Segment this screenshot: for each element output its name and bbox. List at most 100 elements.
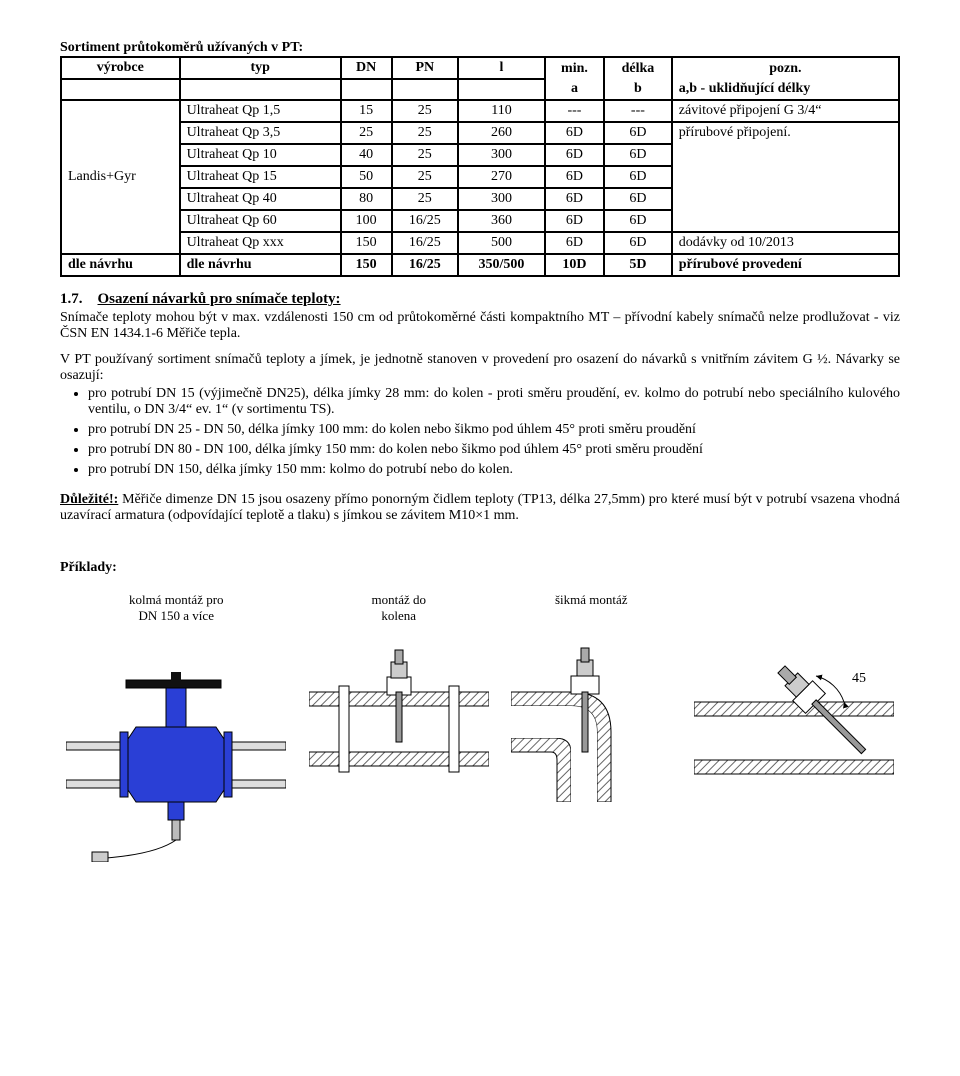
figures-row: kolmá montáž proDN 150 a více montáž dok… bbox=[60, 592, 900, 862]
note-cell: závitové připojení G 3/4“ bbox=[672, 100, 899, 122]
bullet-item: pro potrubí DN 15 (výjimečně DN25), délk… bbox=[88, 386, 900, 418]
cell: 40 bbox=[341, 144, 392, 166]
table-caption: Sortiment průtokoměrů užívaných v PT: bbox=[60, 40, 900, 56]
bullet-item: pro potrubí DN 80 - DN 100, délka jímky … bbox=[88, 442, 900, 458]
figure-sikma-elbow: šikmá montáž bbox=[511, 592, 671, 802]
table-footer-row: dle návrhudle návrhu15016/25350/50010D5D… bbox=[61, 254, 899, 276]
cell: --- bbox=[545, 100, 604, 122]
th-empty1 bbox=[61, 79, 180, 100]
cell: 6D bbox=[545, 232, 604, 254]
footer-cell: dle návrhu bbox=[180, 254, 341, 276]
diagram-angled-icon: 45 bbox=[694, 632, 894, 802]
cell: 6D bbox=[604, 188, 672, 210]
cell: 6D bbox=[604, 122, 672, 144]
cell: 6D bbox=[604, 166, 672, 188]
cell: 16/25 bbox=[392, 210, 459, 232]
cell: 260 bbox=[458, 122, 545, 144]
cell: 6D bbox=[545, 188, 604, 210]
figure-caption-1: kolmá montáž proDN 150 a více bbox=[129, 592, 224, 624]
footer-cell: přírubové provedení bbox=[672, 254, 899, 276]
th-pn: PN bbox=[392, 57, 459, 79]
cell: Ultraheat Qp 60 bbox=[180, 210, 341, 232]
table-row: Ultraheat Qp xxx15016/255006D6Ddodávky o… bbox=[61, 232, 899, 254]
examples-label: Příklady: bbox=[60, 560, 900, 576]
cell: 25 bbox=[392, 188, 459, 210]
th-b: b bbox=[604, 79, 672, 100]
note-cell: přírubové připojení. bbox=[672, 122, 899, 232]
cell: 100 bbox=[341, 210, 392, 232]
cell: 25 bbox=[392, 100, 459, 122]
footer-cell: 5D bbox=[604, 254, 672, 276]
cell: 6D bbox=[604, 232, 672, 254]
cell: 25 bbox=[392, 166, 459, 188]
th-empty5 bbox=[458, 79, 545, 100]
figure-caption-2: montáž dokolena bbox=[371, 592, 426, 624]
figure-caption-4 bbox=[792, 592, 795, 624]
cell: 110 bbox=[458, 100, 545, 122]
bullet-list: pro potrubí DN 15 (výjimečně DN25), délk… bbox=[88, 386, 900, 478]
cell: 6D bbox=[545, 144, 604, 166]
figure-kolma-montaz: kolmá montáž proDN 150 a více bbox=[66, 592, 286, 862]
cell: 6D bbox=[545, 166, 604, 188]
figure-sikma-45: 45 bbox=[694, 592, 894, 802]
section-1-7-p2: V PT používaný sortiment snímačů teploty… bbox=[60, 352, 900, 384]
cell: 150 bbox=[341, 232, 392, 254]
cell: 25 bbox=[392, 122, 459, 144]
important-text: Měřiče dimenze DN 15 jsou osazeny přímo … bbox=[60, 492, 900, 523]
footer-cell: dle návrhu bbox=[61, 254, 180, 276]
cell: 270 bbox=[458, 166, 545, 188]
important-note: Důležité!: Měřiče dimenze DN 15 jsou osa… bbox=[60, 492, 900, 524]
cell: --- bbox=[604, 100, 672, 122]
cell: 80 bbox=[341, 188, 392, 210]
table-body: Landis+GyrUltraheat Qp 1,51525110------z… bbox=[61, 100, 899, 276]
cell: 6D bbox=[604, 144, 672, 166]
cell: 6D bbox=[545, 210, 604, 232]
footer-cell: 16/25 bbox=[392, 254, 459, 276]
th-vyrobce: výrobce bbox=[61, 57, 180, 79]
cell: 360 bbox=[458, 210, 545, 232]
flowmeter-table: výrobce typ DN PN l min. délka pozn. a b… bbox=[60, 56, 900, 277]
th-typ: typ bbox=[180, 57, 341, 79]
cell: 300 bbox=[458, 188, 545, 210]
cell: Ultraheat Qp 3,5 bbox=[180, 122, 341, 144]
th-empty4 bbox=[392, 79, 459, 100]
th-pozn: pozn. bbox=[672, 57, 899, 79]
table-row: Landis+GyrUltraheat Qp 1,51525110------z… bbox=[61, 100, 899, 122]
th-empty2 bbox=[180, 79, 341, 100]
section-title: Osazení návarků pro snímače teploty: bbox=[98, 291, 341, 307]
th-dn: DN bbox=[341, 57, 392, 79]
note-cell: dodávky od 10/2013 bbox=[672, 232, 899, 254]
th-subnote: a,b - uklidňující délky bbox=[672, 79, 899, 100]
vendor-cell: Landis+Gyr bbox=[61, 100, 180, 254]
th-a: a bbox=[545, 79, 604, 100]
cell: Ultraheat Qp 1,5 bbox=[180, 100, 341, 122]
cell: Ultraheat Qp xxx bbox=[180, 232, 341, 254]
th-delka: délka bbox=[604, 57, 672, 79]
th-empty3 bbox=[341, 79, 392, 100]
table-subheader-row: a b a,b - uklidňující délky bbox=[61, 79, 899, 100]
cell: Ultraheat Qp 10 bbox=[180, 144, 341, 166]
figure-caption-3: šikmá montáž bbox=[555, 592, 628, 624]
diagram-valve-icon bbox=[66, 632, 286, 862]
cell: 500 bbox=[458, 232, 545, 254]
bullet-item: pro potrubí DN 25 - DN 50, délka jímky 1… bbox=[88, 422, 900, 438]
bullet-item: pro potrubí DN 150, délka jímky 150 mm: … bbox=[88, 462, 900, 478]
section-number: 1.7. bbox=[60, 291, 83, 307]
table-row: Ultraheat Qp 3,525252606D6Dpřírubové při… bbox=[61, 122, 899, 144]
section-1-7-heading: 1.7. Osazení návarků pro snímače teploty… bbox=[60, 291, 900, 308]
cell: 25 bbox=[392, 144, 459, 166]
cell: 6D bbox=[604, 210, 672, 232]
cell: 300 bbox=[458, 144, 545, 166]
cell: 15 bbox=[341, 100, 392, 122]
th-l: l bbox=[458, 57, 545, 79]
table-header-row: výrobce typ DN PN l min. délka pozn. bbox=[61, 57, 899, 79]
section-1-7-p1: Snímače teploty mohou být v max. vzdálen… bbox=[60, 310, 900, 342]
important-label: Důležité!: bbox=[60, 492, 118, 507]
angle-label: 45 bbox=[852, 671, 866, 686]
th-min: min. bbox=[545, 57, 604, 79]
diagram-vertical-icon bbox=[309, 632, 489, 802]
cell: 6D bbox=[545, 122, 604, 144]
footer-cell: 350/500 bbox=[458, 254, 545, 276]
cell: 16/25 bbox=[392, 232, 459, 254]
footer-cell: 10D bbox=[545, 254, 604, 276]
